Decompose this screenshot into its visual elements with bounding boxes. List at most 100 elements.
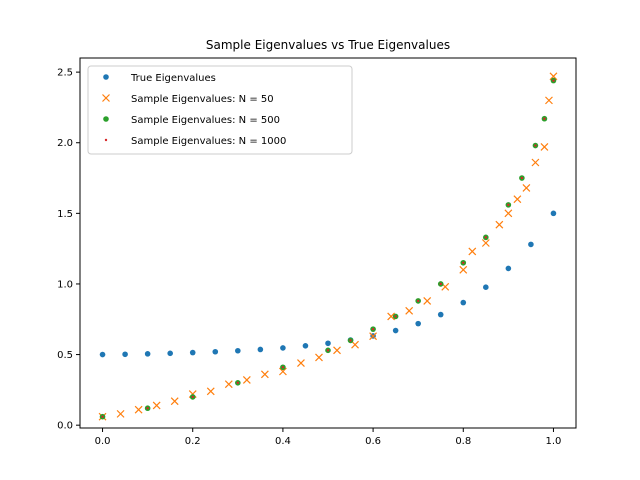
data-point <box>513 195 522 204</box>
data-point <box>278 367 287 376</box>
data-point <box>235 347 241 354</box>
data-point-stroke-b <box>170 397 179 406</box>
data-point <box>297 359 305 367</box>
x-tick-label: 0.2 <box>185 436 201 447</box>
series-4 <box>101 79 555 418</box>
data-point <box>315 353 323 362</box>
legend-label: Sample Eigenvalues: N = 50 <box>131 94 274 105</box>
data-point <box>191 395 194 399</box>
data-point <box>549 72 558 81</box>
data-point-stroke-b <box>459 265 468 274</box>
y-tick-label: 1.0 <box>57 279 73 290</box>
data-point <box>206 387 215 396</box>
data-point <box>257 346 264 353</box>
data-point <box>369 332 378 341</box>
data-point <box>152 401 161 410</box>
data-point <box>236 381 240 385</box>
data-point <box>122 351 128 358</box>
data-point <box>212 348 219 355</box>
x-tick-label: 0.0 <box>95 436 111 447</box>
data-point-stroke-b <box>134 405 143 414</box>
data-point <box>481 239 490 247</box>
data-point-stroke-b <box>545 96 553 105</box>
legend-entry: Sample Eigenvalues: N = 50 <box>102 94 274 105</box>
legend-entry: Sample Eigenvalues: N = 500 <box>103 115 280 126</box>
data-point-stroke-b <box>369 332 378 341</box>
data-point-stroke-b <box>531 158 540 167</box>
data-point <box>260 370 269 379</box>
data-point <box>146 407 149 410</box>
legend-marker <box>103 74 109 80</box>
y-tick-label: 2.5 <box>57 68 73 79</box>
data-point <box>540 143 549 151</box>
data-point <box>520 176 524 180</box>
data-point-stroke-b <box>522 183 531 192</box>
data-point-stroke-b <box>405 306 414 315</box>
data-point <box>167 350 173 357</box>
data-point <box>280 345 286 351</box>
data-point <box>462 261 465 264</box>
data-point <box>534 144 537 147</box>
y-tick-label: 1.5 <box>57 209 73 220</box>
data-point-stroke-b <box>540 143 549 151</box>
data-point-stroke-b <box>242 376 251 384</box>
x-tick-label: 0.4 <box>275 436 291 447</box>
x-tick-label: 0.8 <box>455 436 471 447</box>
data-point <box>439 282 442 286</box>
plot-area <box>98 72 558 421</box>
data-point-stroke-b <box>315 353 323 362</box>
data-point <box>459 265 468 274</box>
data-point <box>387 312 396 321</box>
data-point <box>144 351 151 357</box>
data-point <box>543 117 546 120</box>
data-point-stroke-b <box>297 359 305 367</box>
y-tick-label: 0.0 <box>57 421 73 432</box>
data-point-stroke-b <box>481 239 490 247</box>
data-point <box>170 397 179 406</box>
data-point <box>416 299 420 303</box>
data-point-stroke-b <box>495 220 504 229</box>
legend-label: Sample Eigenvalues: N = 500 <box>131 115 280 126</box>
chart-title: Sample Eigenvalues vs True Eigenvalues <box>206 38 450 52</box>
data-point <box>99 351 106 358</box>
data-point <box>371 327 375 331</box>
legend-entry: Sample Eigenvalues: N = 1000 <box>104 136 286 147</box>
legend-box <box>87 65 353 155</box>
legend-marker-stroke-b <box>102 94 110 102</box>
data-point-stroke-b <box>504 209 513 218</box>
axes: 0.0 0.2 0.4 0.6 0.8 1.0 0.0 0.5 1.0 1.5 2.0 2.5 <box>57 57 577 447</box>
data-point <box>545 96 553 105</box>
data-point-stroke-b <box>152 401 161 410</box>
x-tick-label: 1.0 <box>546 436 562 447</box>
data-point <box>495 220 504 229</box>
data-point <box>224 380 233 389</box>
data-point <box>423 296 432 305</box>
data-point <box>507 203 510 207</box>
data-point-stroke-b <box>441 282 450 291</box>
data-point <box>116 409 125 418</box>
data-point <box>505 265 512 272</box>
y-tick-label: 0.5 <box>57 350 73 361</box>
data-point <box>550 210 557 217</box>
legend: True Eigenvalues Sample Eigenvalues: N = … <box>87 65 353 155</box>
data-point <box>528 241 534 248</box>
data-point <box>437 311 444 318</box>
data-point-stroke-b <box>513 195 522 204</box>
data-point-stroke-b <box>423 296 432 305</box>
data-point <box>468 247 477 256</box>
data-point <box>101 415 104 418</box>
data-point-stroke-b <box>549 72 558 81</box>
data-point <box>325 340 331 347</box>
series-2 <box>98 72 558 421</box>
data-point-stroke-b <box>116 409 125 418</box>
data-point-stroke-b <box>224 380 233 389</box>
data-point <box>134 405 143 414</box>
legend-label: True Eigenvalues <box>130 73 216 84</box>
data-point <box>394 315 397 318</box>
data-point <box>460 299 467 306</box>
data-point <box>281 366 285 369</box>
legend-entry: True Eigenvalues <box>103 73 216 84</box>
data-point-stroke-b <box>278 367 287 376</box>
data-point <box>349 339 352 342</box>
